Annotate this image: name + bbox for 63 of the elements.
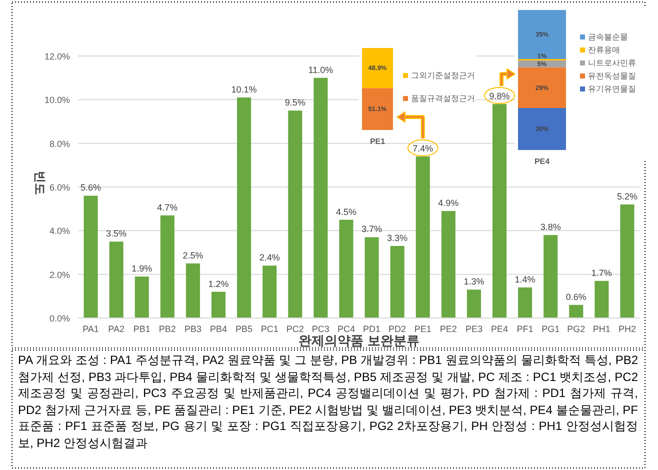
x-tick-label: PH2 [618,324,636,334]
x-tick-label: PG1 [542,324,560,334]
legend-label: 유기유연물질 [588,84,636,94]
x-tick-label: PH1 [592,324,610,334]
x-tick-label: PG2 [567,324,586,334]
data-label: 4.9% [438,198,459,208]
data-label: 1.3% [464,276,484,287]
y-tick-label: 8.0% [49,138,70,149]
data-label: 1.7% [591,268,612,278]
y-tick-label: 10.0% [44,95,70,106]
legend-label: 잔류용매 [588,46,620,54]
x-tick-label: PE2 [440,324,457,334]
y-tick-label: 12.0% [44,52,70,62]
x-tick-label: PC4 [337,324,355,334]
x-tick-label: PB1 [133,324,150,334]
data-label: 2.4% [259,252,280,263]
x-tick-label: PC3 [312,324,330,334]
x-tick-label: PF1 [516,324,534,334]
x-tick-label: PE1 [370,137,386,146]
x-tick-label: PA2 [108,324,124,334]
y-tick-label: 2.0% [49,270,70,280]
data-label: 2.5% [182,250,204,260]
y-tick-label: 0.0% [49,314,70,324]
x-tick-label: PC2 [286,324,304,334]
data-label: 0.6% [566,292,586,302]
data-label: 1.9% [132,264,152,274]
data-label: 4.7% [157,202,178,212]
data-label: 4.5% [336,206,356,217]
x-tick-label: PB2 [158,324,176,334]
x-tick-label: PD2 [388,324,406,334]
x-tick-label: PE4 [490,324,508,334]
data-label: 9.5% [284,98,306,108]
data-label: 3.5% [106,228,127,239]
y-tick-label: 6.0% [49,182,70,192]
y-axis-title: 빈도 [33,171,47,195]
y-tick-label: 4.0% [49,226,70,236]
data-label: 3.7% [362,224,382,234]
legend-label: 금속불순물 [588,32,628,42]
legend-label: 품질규격설정근거 [411,94,475,103]
x-tick-label: PB3 [184,324,202,334]
data-label: 1.4% [514,274,536,284]
data-label: 5.2% [616,191,638,202]
data-label: 11.0% [308,64,334,75]
x-tick-label: PA1 [82,324,99,334]
data-label: 3.8% [540,222,561,232]
data-label: 10.1% [231,84,257,94]
x-axis-title: 완제의약품 보완분류 [298,333,420,348]
data-label: 5.6% [80,182,102,193]
x-tick-label: PB5 [236,324,253,334]
x-tick-label: PE4 [534,157,550,166]
legend-label: 그외기준설정근거 [411,71,475,80]
x-tick-label: PE1 [414,324,432,334]
data-label: 3.3% [387,232,408,243]
data-label: 1.2% [208,278,229,289]
x-tick-label: PE3 [465,324,482,334]
data-label: 7.4% [412,143,434,154]
x-tick-label: PD1 [363,324,381,334]
legend-label: 니트로사민류 [588,58,636,68]
x-tick-label: PC1 [260,324,278,334]
text: PA 개요와 조성 : PA1 주성분규격, PA2 원료약품 및 그 분량, PB 개발경위 : PB1 원료의약품의 물리화학적 특성, PB2 첨가제 선정, PB3 과다투입, PB4 물리화학적 및 생물학적특성, PB5 제조공정 및 개발, PC 제조 : PC1 뱃치조성, PC2 제조공정 및 공정관리, PC3 주요공정 및 반제품관리, PC4 공정밸리데이션 및 평가, PD 첨가제 : PD1 첨가제 규격, PD2 첨가제 근거자료 등, PE 품질관리 : PE1 기준, PE2 시험방법 및 밸리데이션, PE3 뱃치분석, PE4 불순물관리, PF 표준품 : PF1 표준품 정보, PG 용기 및 포장 : PG1 직접포장용기, PG2 2차포장용기, PH 안정성 : PH1 안정성시험정보, PH2 안정성시험결과 [18,352,638,452]
data-label: 9.8% [489,91,510,102]
x-tick-label: PB4 [210,324,228,334]
legend-label: 유전독성물질 [588,72,636,80]
